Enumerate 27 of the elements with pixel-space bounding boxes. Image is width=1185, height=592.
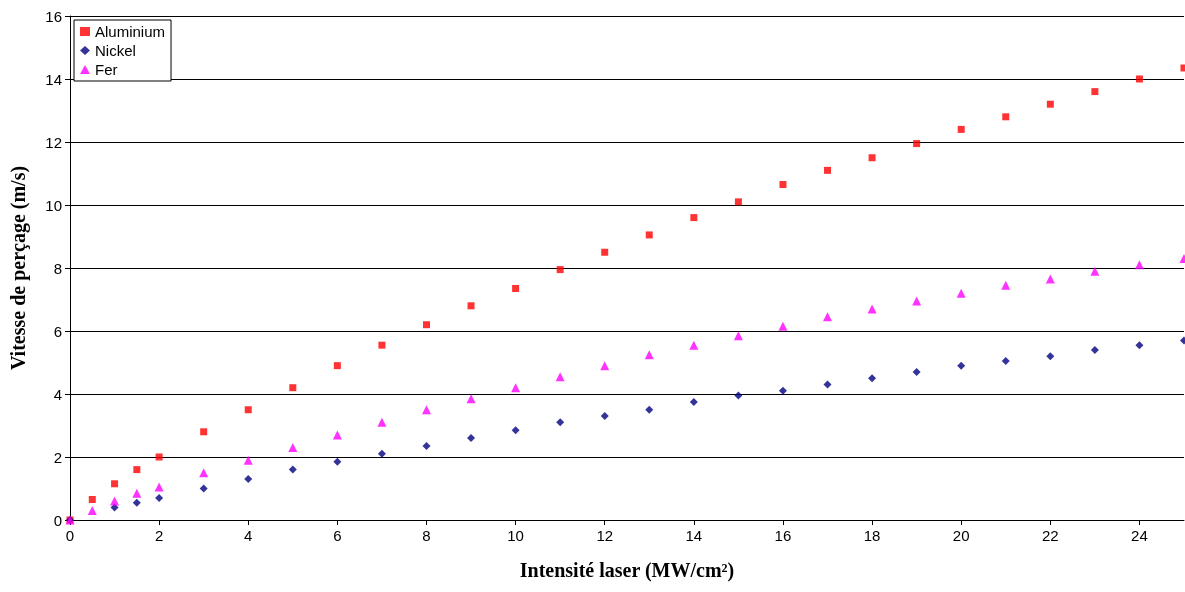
x-tick-label: 20: [952, 527, 970, 544]
y-tick-label: 14: [45, 70, 62, 88]
x-tick-label: 24: [1131, 527, 1148, 544]
legend-label: Fer: [95, 61, 118, 78]
y-tick-label: 12: [45, 133, 62, 151]
y-tick-label: 2: [53, 448, 62, 466]
x-tick-label: 6: [333, 527, 342, 544]
y-tick-label: 10: [45, 196, 62, 214]
x-tick-label: 10: [507, 527, 524, 544]
x-tick-label: 14: [685, 527, 703, 544]
x-tick-label: 2: [154, 527, 164, 544]
legend-label: Aluminium: [95, 23, 166, 40]
y-tick-label: 4: [53, 385, 62, 403]
x-tick-label: 12: [596, 527, 614, 544]
x-tick-label: 8: [422, 527, 431, 544]
x-tick-label: 18: [863, 527, 881, 544]
x-tick-label: 22: [1041, 527, 1059, 544]
x-tick-label: 16: [774, 527, 792, 544]
y-axis-title: Vitesse de perçage (m/s): [7, 165, 30, 371]
x-tick-label: 4: [244, 527, 253, 544]
legend-label: Nickel: [95, 42, 136, 59]
x-axis-title: Intensité laser (MW/cm²): [519, 559, 735, 582]
x-tick-label: 0: [65, 527, 75, 544]
y-tick-label: 8: [53, 259, 62, 277]
y-tick-label: 0: [53, 511, 62, 529]
y-tick-label: 16: [45, 7, 62, 25]
y-tick-label: 6: [53, 322, 62, 340]
